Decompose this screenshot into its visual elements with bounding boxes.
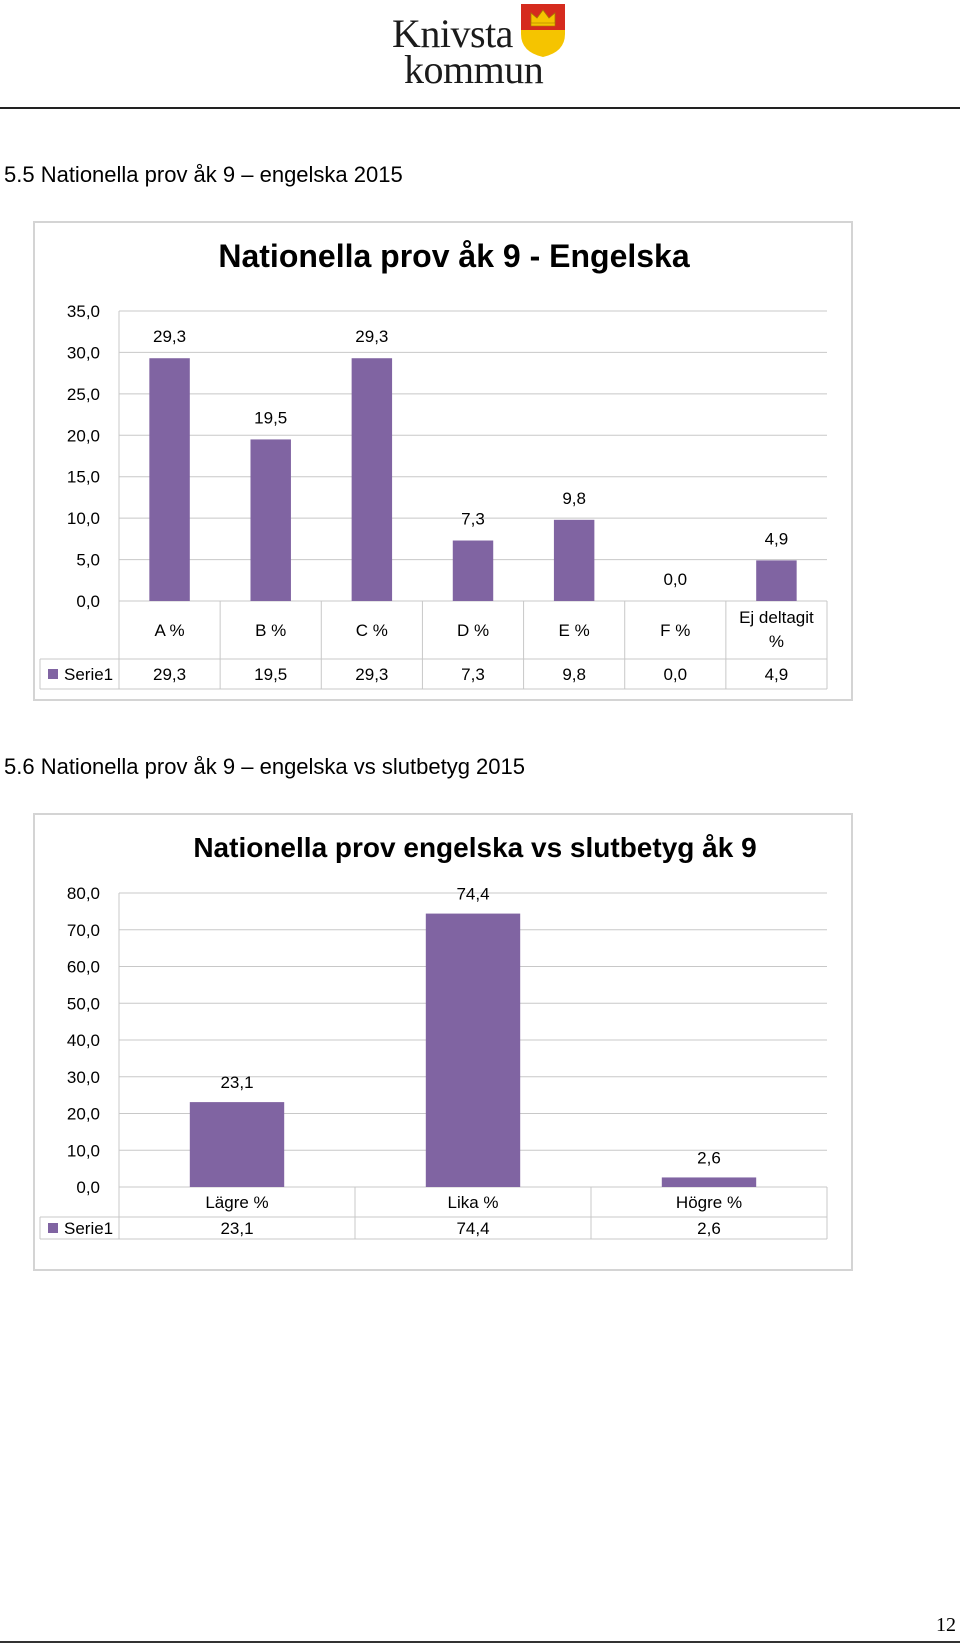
y-tick-label: 30,0	[67, 343, 100, 362]
y-tick-label: 0,0	[76, 1178, 100, 1197]
logo-line-2: kommun	[404, 47, 544, 92]
table-value: 19,5	[254, 665, 287, 684]
y-tick-label: 60,0	[67, 958, 100, 977]
section-heading-5-5: 5.5 Nationella prov åk 9 – engelska 2015	[4, 162, 403, 187]
data-label: 19,5	[254, 408, 287, 427]
y-tick-label: 20,0	[67, 426, 100, 445]
series-name: Serie1	[64, 1219, 113, 1238]
y-tick-label: 35,0	[67, 302, 100, 321]
data-label: 4,9	[765, 529, 789, 548]
bar	[452, 540, 494, 601]
category-label: Lika %	[447, 1193, 498, 1212]
crown-shield-icon	[521, 4, 565, 57]
shield-bottom	[521, 30, 565, 57]
data-label: 9,8	[562, 489, 586, 508]
table-value: 7,3	[461, 665, 485, 684]
y-tick-label: 0,0	[76, 592, 100, 611]
chart-national-test-english: Nationella prov åk 9 - Engelska 0,0 5,0 10,…	[33, 221, 853, 701]
knivsta-kommun-logo: Knivsta kommun	[380, 0, 580, 100]
chart2-svg: Nationella prov engelska vs slutbetyg åk…	[39, 832, 828, 1240]
data-label: 29,3	[153, 327, 186, 346]
y-tick-label: 80,0	[67, 884, 100, 903]
y-tick-label: 50,0	[67, 994, 100, 1013]
data-label: 23,1	[220, 1073, 253, 1092]
table-value: 4,9	[765, 665, 789, 684]
data-label: 29,3	[355, 327, 388, 346]
category-label: C %	[356, 621, 388, 640]
header-divider	[0, 107, 960, 109]
table-value: 2,6	[697, 1219, 721, 1238]
category-label: A %	[154, 621, 184, 640]
category-label: Högre %	[676, 1193, 742, 1212]
data-label: 7,3	[461, 510, 485, 529]
table-value: 9,8	[562, 665, 586, 684]
bar	[351, 358, 393, 601]
y-tick-label: 10,0	[67, 509, 100, 528]
chart1-svg: Nationella prov åk 9 - Engelska 0,0 5,0 10,…	[39, 238, 828, 690]
footer-divider	[0, 1641, 960, 1643]
y-tick-label: 20,0	[67, 1105, 100, 1124]
table-value: 29,3	[153, 665, 186, 684]
bar	[250, 439, 291, 601]
data-label: 0,0	[663, 570, 687, 589]
table-value: 29,3	[355, 665, 388, 684]
y-tick-label: 10,0	[67, 1141, 100, 1160]
legend-key	[48, 1223, 58, 1233]
y-tick-label: 5,0	[76, 551, 100, 570]
chart-title: Nationella prov engelska vs slutbetyg åk…	[193, 832, 756, 863]
crown	[530, 9, 556, 25]
category-label: Ej deltagit%	[739, 608, 814, 651]
section-heading-5-6: 5.6 Nationella prov åk 9 – engelska vs s…	[4, 754, 525, 779]
category-label: E %	[559, 621, 590, 640]
series-name: Serie1	[64, 665, 113, 684]
category-label: D %	[457, 621, 489, 640]
page-number: 12	[936, 1614, 956, 1636]
data-label: 74,4	[456, 885, 489, 904]
crown-band	[530, 22, 556, 27]
bar	[149, 358, 190, 601]
table-value: 0,0	[663, 665, 687, 684]
category-label: F %	[660, 621, 690, 640]
y-tick-label: 40,0	[67, 1031, 100, 1050]
bar	[189, 1102, 285, 1187]
data-label: 2,6	[697, 1148, 721, 1167]
category-label: B %	[255, 621, 286, 640]
table-value: 23,1	[220, 1219, 253, 1238]
bar	[661, 1177, 757, 1187]
category-label: Lägre %	[205, 1193, 268, 1212]
logo-line-1: Knivsta	[392, 11, 513, 56]
y-tick-label: 15,0	[67, 468, 100, 487]
legend-key	[48, 669, 58, 679]
bar	[756, 560, 797, 601]
y-tick-label: 25,0	[67, 385, 100, 404]
bar	[425, 913, 521, 1187]
chart-test-vs-final-grade: Nationella prov engelska vs slutbetyg åk…	[33, 813, 853, 1271]
bar	[553, 519, 595, 601]
table-value: 74,4	[456, 1219, 489, 1238]
chart-title: Nationella prov åk 9 - Engelska	[218, 238, 689, 274]
y-tick-label: 30,0	[67, 1068, 100, 1087]
y-tick-label: 70,0	[67, 921, 100, 940]
